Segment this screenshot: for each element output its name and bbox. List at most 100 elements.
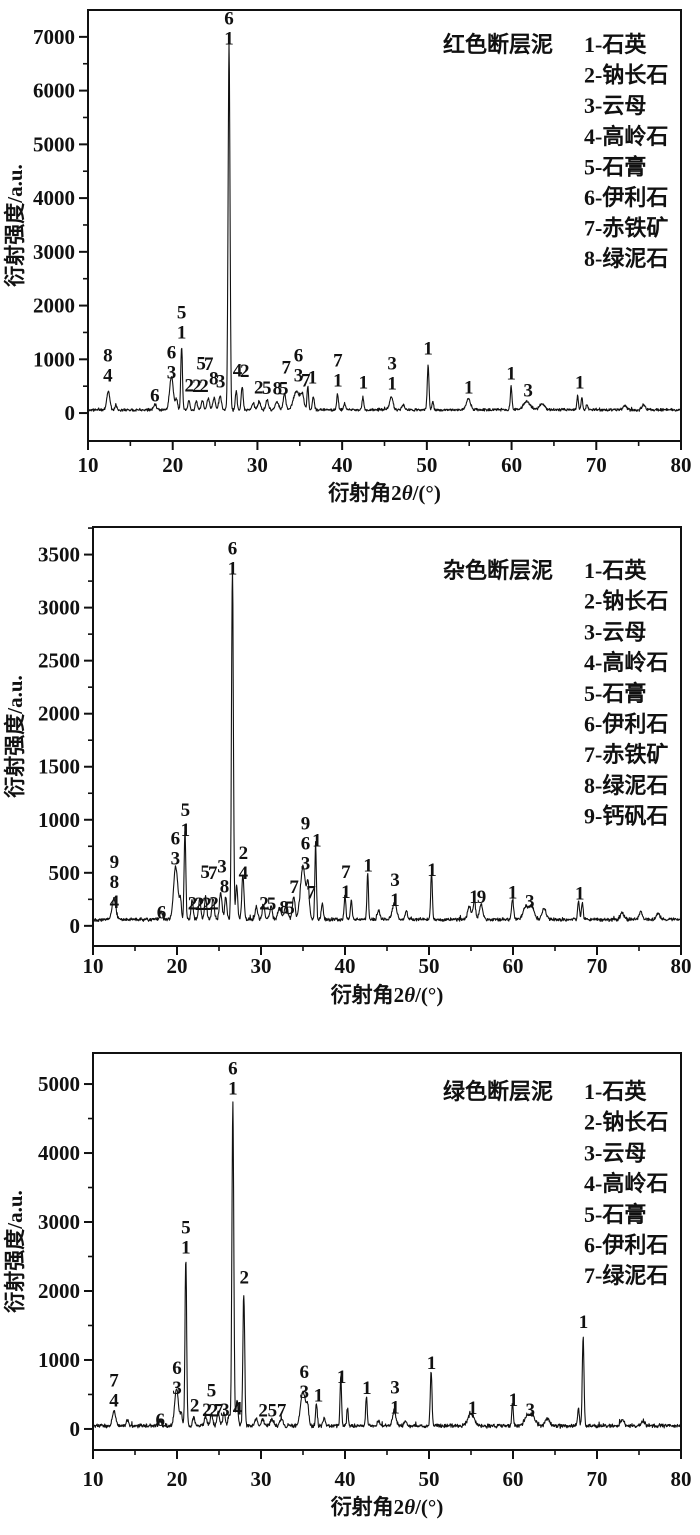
peak-annotation: 4 bbox=[239, 863, 249, 884]
peak-annotation: 1 bbox=[508, 882, 518, 903]
xrd-chart-green-fault-gouge: 10 20 30 40 50 60 70 80 0 1000 2000 3000 4000 5000 衍射强… bbox=[0, 1023, 700, 1535]
peak-annotation: 2 bbox=[199, 376, 209, 397]
peak-annotation: 1 bbox=[363, 855, 373, 876]
peak-annotation: 1 bbox=[390, 1397, 400, 1418]
peak-annotation: 8 bbox=[103, 346, 113, 367]
peak-annotation: 2 bbox=[188, 894, 198, 915]
peak-annotation: 1 bbox=[387, 374, 397, 395]
peak-annotation: 6 bbox=[300, 1362, 310, 1383]
peak-annotation: 6 bbox=[150, 385, 160, 406]
peak-annotation: 6 bbox=[228, 539, 238, 560]
peak-annotation: 5 bbox=[196, 354, 206, 375]
peak-annotation: 7 bbox=[301, 371, 311, 392]
x-tick-label: 60 bbox=[503, 954, 524, 978]
peak-annotation: 3 bbox=[523, 380, 533, 401]
peak-annotation: 5 bbox=[177, 303, 187, 324]
peak-annotation: 3 bbox=[390, 870, 400, 891]
peak-annotation: 2 bbox=[239, 1268, 249, 1289]
peak-annotation: 5 bbox=[262, 378, 272, 399]
peak-annotation: 3 bbox=[300, 1382, 310, 1403]
peak-annotation: 5 bbox=[267, 894, 277, 915]
peak-annotation: 6 bbox=[167, 343, 177, 364]
x-tick-label: 30 bbox=[251, 954, 272, 978]
x-tick-label: 30 bbox=[251, 1467, 272, 1491]
legend-item: 6-伊利石 bbox=[584, 1233, 668, 1258]
peak-annotation: 3 bbox=[172, 1378, 182, 1399]
peak-annotation: 3 bbox=[390, 1377, 400, 1398]
y-tick-label: 4000 bbox=[33, 186, 75, 210]
y-tick-label: 3000 bbox=[38, 596, 80, 620]
peak-annotation: 8 bbox=[273, 378, 283, 399]
peak-annotation: 3 bbox=[525, 1400, 535, 1421]
x-tick-label: 40 bbox=[335, 1467, 356, 1491]
peak-annotation: 7 bbox=[277, 1401, 287, 1422]
peak-annotation: 2 bbox=[202, 894, 212, 915]
peak-annotation: 6 bbox=[157, 903, 167, 924]
peak-annotation: 1 bbox=[464, 377, 474, 398]
peak-annotation: 1 bbox=[509, 1390, 519, 1411]
xrd-plot-red-fault-gouge: 10 20 30 40 50 60 70 80 0 1000 2000 3000 4000 5000 600… bbox=[3, 9, 692, 505]
peak-annotation: 3 bbox=[387, 354, 397, 375]
xrd-trace bbox=[92, 568, 682, 923]
y-tick-label: 2000 bbox=[38, 1279, 80, 1303]
peak-annotation: 3 bbox=[220, 1400, 230, 1421]
legend-item: 8-绿泥石 bbox=[584, 246, 668, 271]
legend-item: 5-石膏 bbox=[584, 1202, 646, 1227]
peak-annotation: 2 bbox=[190, 1395, 200, 1416]
x-axis-title: 衍射角2θ/(°) bbox=[331, 1495, 444, 1519]
x-tick-label: 40 bbox=[332, 453, 353, 477]
y-tick-label: 2000 bbox=[38, 702, 80, 726]
y-tick-label: 1000 bbox=[33, 347, 75, 371]
y-tick-label: 2000 bbox=[33, 294, 75, 318]
xrd-trace bbox=[87, 42, 682, 412]
peak-annotation: 1 bbox=[181, 1237, 191, 1258]
legend-item: 1-石英 bbox=[584, 1079, 647, 1104]
peak-annotation: 1 bbox=[312, 830, 322, 851]
xrd-chart-red-fault-gouge: 10 20 30 40 50 60 70 80 0 1000 2000 3000 4000 5000 600… bbox=[0, 0, 700, 512]
peak-annotation: 7 bbox=[208, 863, 218, 884]
y-tick-label: 7000 bbox=[33, 25, 75, 49]
chart-title: 红色断层泥 bbox=[443, 32, 553, 57]
peak-annotation: 4 bbox=[109, 1390, 119, 1411]
x-tick-label: 60 bbox=[501, 453, 522, 477]
legend-item: 5-石膏 bbox=[584, 681, 646, 706]
peak-annotation: 3 bbox=[294, 366, 304, 387]
peak-annotation: 2 bbox=[259, 894, 269, 915]
peak-annotation: 1 bbox=[181, 820, 191, 841]
peak-annotation: 1 bbox=[468, 1398, 478, 1419]
peak-annotation: 1 bbox=[423, 339, 433, 360]
peak-annotation: 2 bbox=[240, 361, 250, 382]
peak-annotation: 7 bbox=[341, 862, 351, 883]
legend-item: 1-石英 bbox=[584, 32, 647, 57]
peak-annotation: 8 bbox=[110, 872, 120, 893]
legend-item: 2-钠长石 bbox=[584, 63, 668, 88]
peak-annotation: 1 bbox=[359, 373, 369, 394]
legend-item: 3-云母 bbox=[584, 619, 646, 644]
legend-item: 5-石膏 bbox=[584, 154, 646, 179]
y-tick-label: 0 bbox=[70, 1417, 81, 1441]
y-tick-label: 2500 bbox=[38, 649, 80, 673]
peak-annotation: 1 bbox=[308, 368, 318, 389]
peak-annotation: 7 bbox=[204, 354, 214, 375]
x-tick-label: 60 bbox=[503, 1467, 524, 1491]
x-tick-label: 50 bbox=[419, 1467, 440, 1491]
peak-annotation: 6 bbox=[228, 1059, 238, 1080]
peak-annotation: 5 bbox=[279, 379, 289, 400]
peak-annotation: 3 bbox=[217, 856, 227, 877]
y-tick-label: 3500 bbox=[38, 543, 80, 567]
peak-annotation: 7 bbox=[289, 877, 299, 898]
peak-annotation: 5 bbox=[181, 1217, 191, 1238]
legend-item: 7-赤铁矿 bbox=[584, 742, 668, 767]
xrd-trace bbox=[92, 1101, 682, 1429]
legend-item: 6-伊利石 bbox=[584, 185, 668, 210]
peak-annotation: 3 bbox=[525, 891, 535, 912]
peak-annotation: 8 bbox=[220, 877, 230, 898]
y-tick-label: 1500 bbox=[38, 755, 80, 779]
x-tick-label: 50 bbox=[416, 453, 437, 477]
peak-annotation: 1 bbox=[228, 1079, 238, 1100]
legend-item: 4-高岭石 bbox=[584, 124, 668, 149]
peak-annotation: 6 bbox=[224, 9, 234, 30]
legend-item: 3-云母 bbox=[584, 1140, 646, 1165]
legend-item: 4-高岭石 bbox=[584, 1171, 668, 1196]
